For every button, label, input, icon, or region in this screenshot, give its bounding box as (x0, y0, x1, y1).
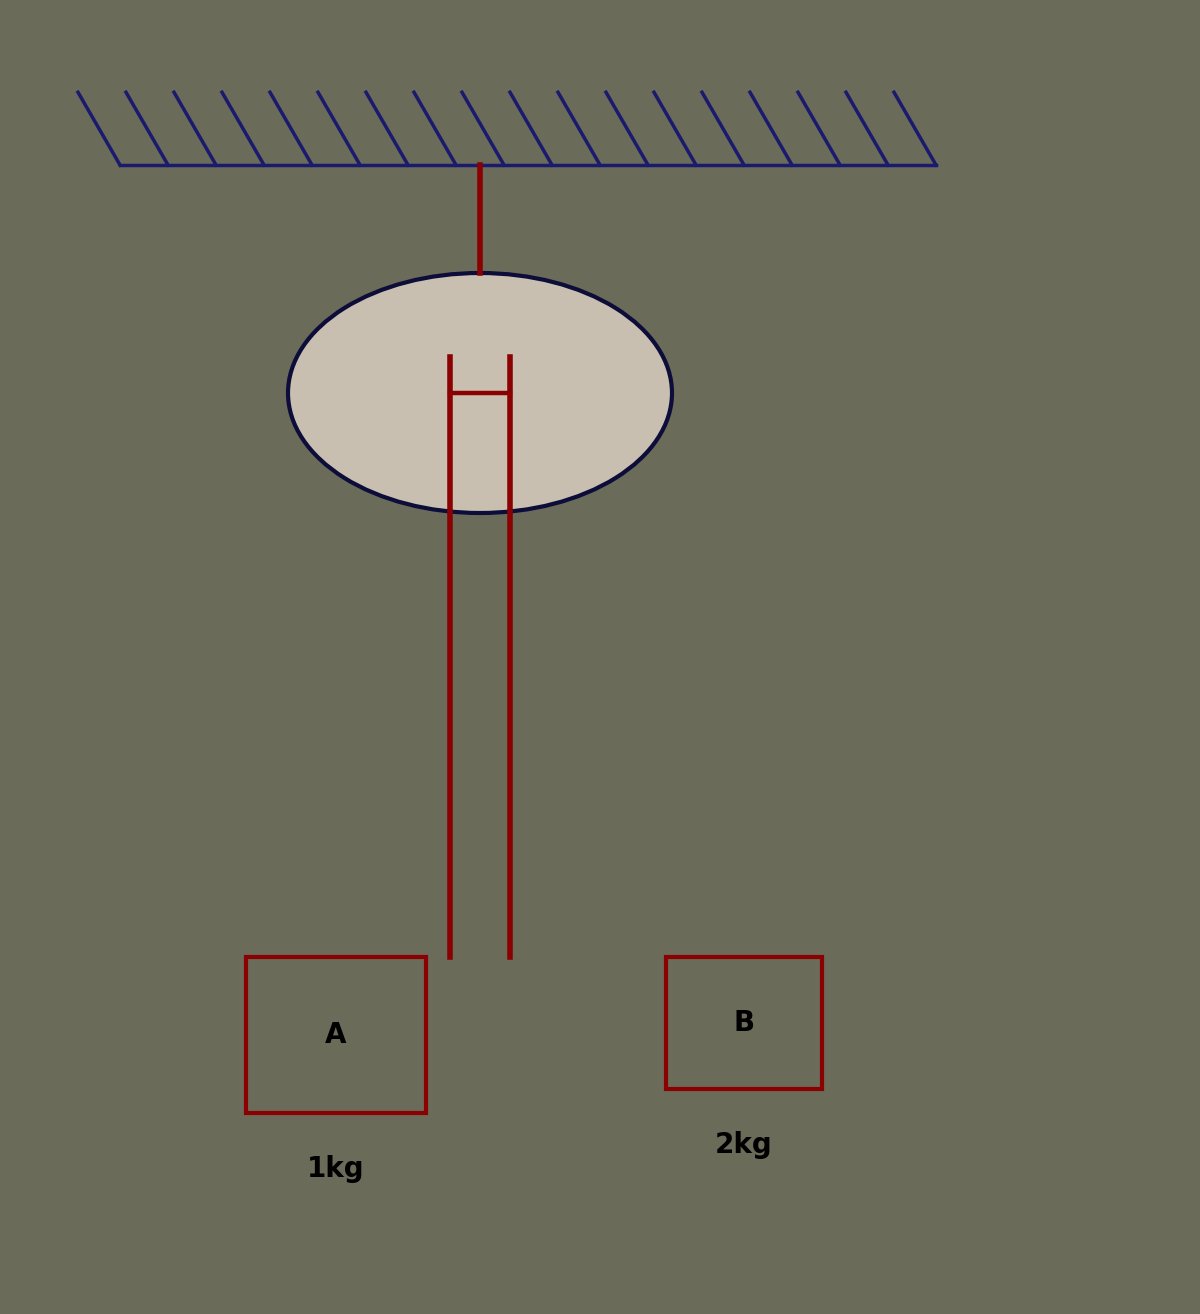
Bar (666, 957, 822, 1089)
Ellipse shape (288, 273, 672, 512)
Bar (246, 957, 426, 1113)
Text: 2kg: 2kg (715, 1131, 773, 1159)
Text: 1kg: 1kg (307, 1155, 365, 1183)
Text: A: A (325, 1021, 347, 1049)
Text: B: B (733, 1009, 755, 1037)
